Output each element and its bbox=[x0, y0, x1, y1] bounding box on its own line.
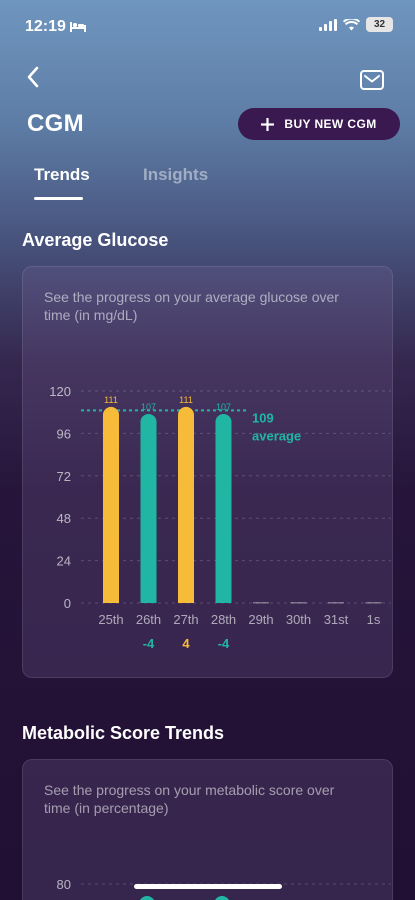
chevron-left-icon bbox=[27, 66, 39, 88]
bar-value-label: 111 bbox=[104, 395, 118, 405]
x-tick-label: 1s bbox=[367, 612, 381, 627]
y-tick-label: 96 bbox=[57, 426, 71, 441]
back-button[interactable] bbox=[18, 62, 48, 92]
x-tick-label: 27th bbox=[173, 612, 198, 627]
sleep-mode-icon bbox=[70, 22, 86, 32]
y-tick-label: 120 bbox=[49, 384, 71, 399]
bar-empty bbox=[290, 602, 307, 604]
y-tick-label: 0 bbox=[64, 596, 71, 611]
bar bbox=[215, 896, 229, 900]
mail-button[interactable] bbox=[359, 69, 385, 93]
metabolic-score-title: Metabolic Score Trends bbox=[22, 723, 225, 743]
x-tick-label: 26th bbox=[136, 612, 161, 627]
average-glucose-title: Average Glucose bbox=[22, 230, 169, 250]
bar-value-label: 111 bbox=[179, 395, 193, 405]
x-tick-label: 25th bbox=[98, 612, 123, 627]
x-tick-label: 30th bbox=[286, 612, 311, 627]
metabolic-score-description: See the progress on your metabolic score… bbox=[44, 782, 335, 816]
average-glucose-card: See the progress on your average glucose… bbox=[22, 266, 393, 678]
wifi-icon bbox=[343, 18, 360, 30]
average-glucose-chart: 120 96 72 48 24 0 109 average 111 25th 107 26th -4 11… bbox=[49, 384, 391, 651]
y-tick-label: 80 bbox=[57, 877, 71, 892]
x-tick-label: 28th bbox=[211, 612, 236, 627]
bar bbox=[140, 413, 157, 603]
metabolic-score-chart: 80 bbox=[57, 877, 391, 900]
bar-empty bbox=[328, 602, 344, 604]
active-tab-indicator bbox=[34, 197, 83, 200]
x-tick-label: 31st bbox=[324, 612, 349, 627]
bar bbox=[178, 406, 194, 603]
battery-level: 32 bbox=[373, 19, 386, 30]
metabolic-score-card: See the progress on your metabolic score… bbox=[22, 759, 393, 900]
bar-empty bbox=[253, 602, 269, 604]
page-title: CGM bbox=[27, 110, 84, 137]
home-indicator bbox=[134, 884, 282, 889]
bar-value-label: 107 bbox=[141, 402, 156, 412]
bar-value-label: 107 bbox=[216, 402, 231, 412]
bar-base bbox=[178, 595, 194, 603]
tab-bar: Trends Insights bbox=[0, 162, 415, 202]
change-label: -4 bbox=[218, 636, 230, 651]
change-label: -4 bbox=[143, 636, 155, 651]
bar-base bbox=[140, 595, 157, 603]
y-tick-label: 24 bbox=[57, 554, 71, 569]
signal-icon bbox=[319, 18, 337, 31]
bar-base bbox=[103, 595, 119, 603]
status-bar: 12:19 32 bbox=[0, 0, 415, 52]
buy-new-cgm-button[interactable]: BUY NEW CGM bbox=[238, 108, 400, 140]
change-label: 4 bbox=[182, 636, 190, 651]
tab-trends[interactable]: Trends bbox=[34, 165, 90, 184]
status-time: 12:19 bbox=[25, 18, 66, 35]
y-tick-label: 48 bbox=[57, 511, 71, 526]
average-label: average bbox=[252, 428, 301, 443]
average-glucose-description: See the progress on your average glucose… bbox=[44, 289, 339, 323]
x-tick-label: 29th bbox=[248, 612, 273, 627]
buy-button-label: BUY NEW CGM bbox=[284, 117, 377, 131]
bar bbox=[103, 406, 119, 603]
bar-empty bbox=[365, 602, 382, 604]
tab-insights[interactable]: Insights bbox=[143, 165, 209, 184]
bar-base bbox=[215, 595, 232, 603]
status-icons: 32 bbox=[319, 17, 393, 32]
bar bbox=[215, 413, 232, 603]
mail-icon bbox=[360, 70, 384, 90]
plus-icon bbox=[261, 117, 275, 131]
average-value: 109 bbox=[252, 410, 274, 425]
y-tick-label: 72 bbox=[57, 469, 71, 484]
bar bbox=[140, 896, 154, 900]
battery-icon: 32 bbox=[366, 17, 393, 32]
